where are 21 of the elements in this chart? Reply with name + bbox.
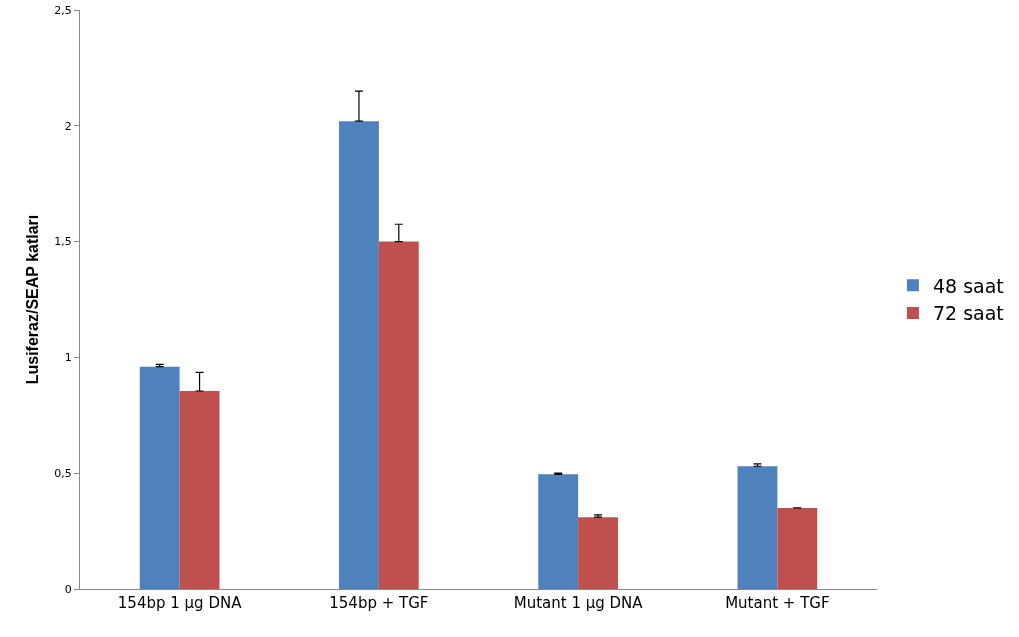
x-tick-label: 154bp + TGF <box>329 594 429 612</box>
bar <box>378 241 419 589</box>
legend-label: 72 saat <box>932 302 1004 325</box>
y-tick-label: 1,5 <box>54 235 72 249</box>
bar <box>538 474 579 589</box>
bar <box>777 507 818 589</box>
legend-label: 48 saat <box>932 274 1004 297</box>
y-tick-label: 2,5 <box>54 3 72 17</box>
y-tick-label: 2 <box>64 119 72 133</box>
y-axis-title: Lusiferaz/SEAP katları <box>24 214 41 385</box>
x-tick-label: Mutant 1 µg DNA <box>513 594 644 612</box>
x-tick-label: 154bp 1 µg DNA <box>117 594 243 612</box>
y-tick-label: 1 <box>64 351 72 365</box>
bar <box>179 390 220 589</box>
y-tick-label: 0,5 <box>54 467 72 481</box>
bar <box>139 366 180 589</box>
bar <box>578 517 618 589</box>
y-tick-label: 0 <box>64 582 72 596</box>
x-tick-label: Mutant + TGF <box>725 594 830 612</box>
bar <box>737 466 778 589</box>
bar <box>339 121 379 589</box>
